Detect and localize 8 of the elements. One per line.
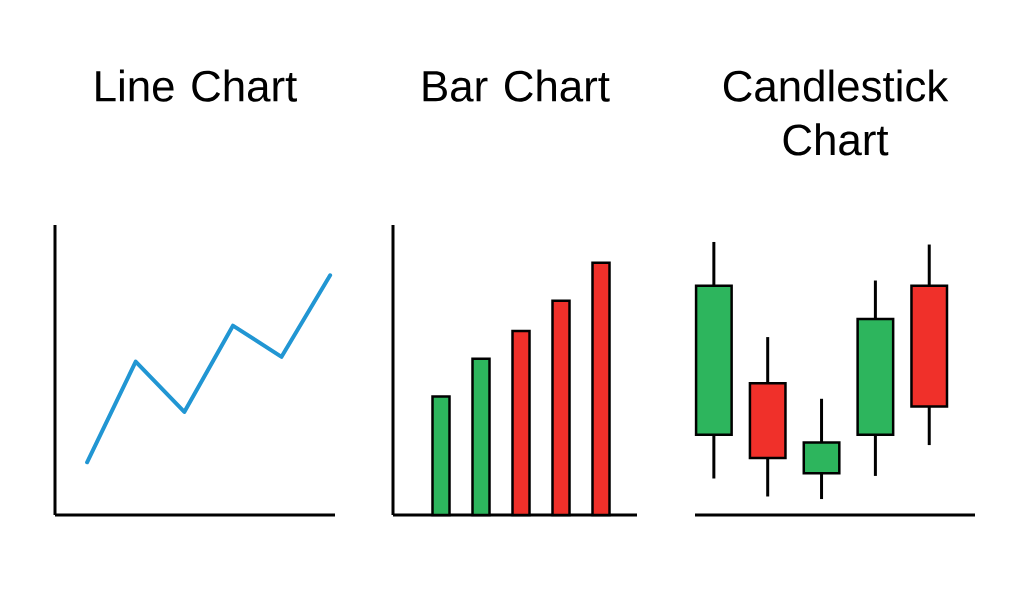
chart-title: Candlestick Chart <box>723 69 949 156</box>
candlestick <box>856 280 895 476</box>
candlestick <box>802 397 841 501</box>
candlestick <box>748 337 787 497</box>
candlestick <box>694 240 733 479</box>
candlestick <box>910 244 949 447</box>
chart-title: Bar Chart <box>423 69 610 102</box>
chart-title: Line Chart <box>96 69 297 102</box>
